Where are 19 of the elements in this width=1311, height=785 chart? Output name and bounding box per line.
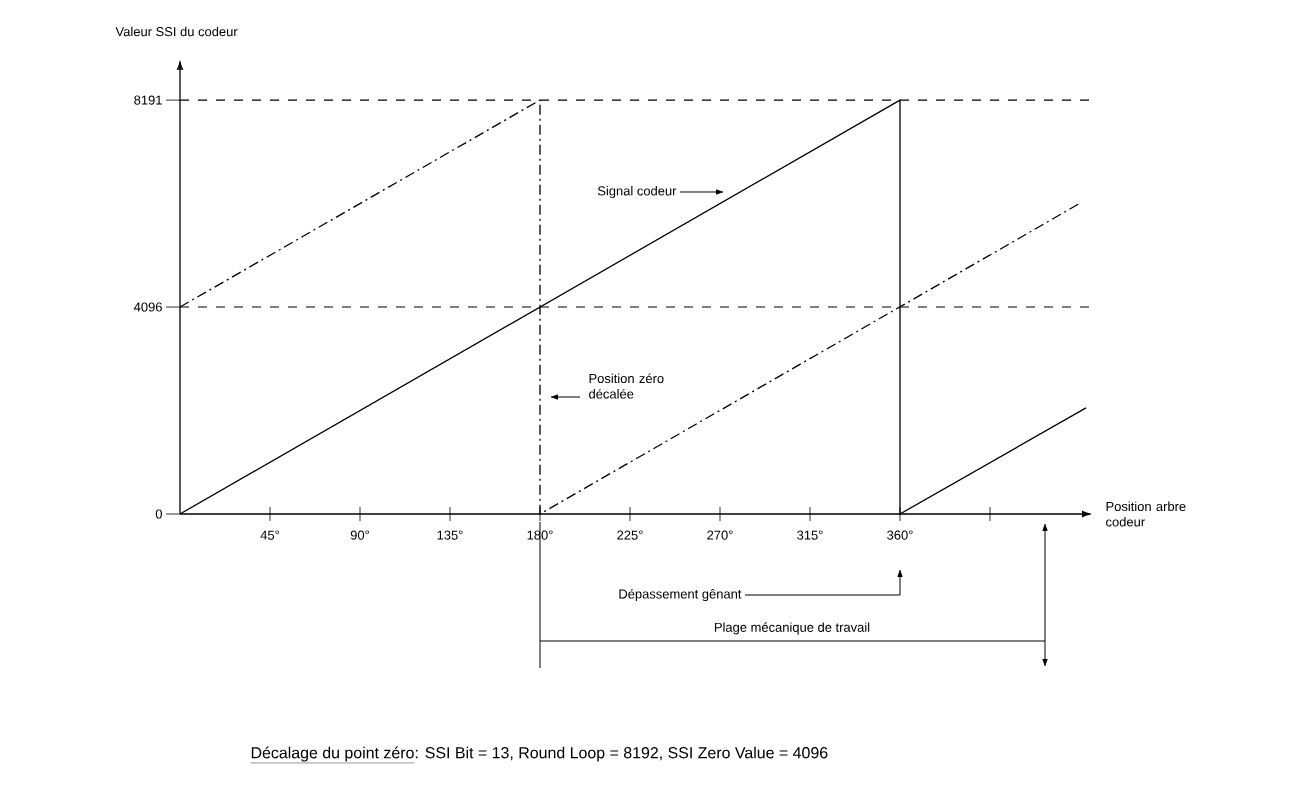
x-tick-label: 90°: [350, 530, 370, 540]
text: Décalage du point zéro: [251, 746, 414, 762]
x-tick-label: 135°: [437, 530, 463, 540]
annotation: Position zéro décalée: [589, 373, 664, 399]
x-tick-label: 270°: [707, 530, 733, 540]
x-tick-label: 45°: [260, 530, 280, 540]
annotation: Signal codeur: [597, 185, 677, 199]
x-tick-label: 315°: [797, 530, 823, 540]
x-axis-title: Position arbre codeur: [1106, 501, 1186, 527]
text: Plage mécanique de travail: [714, 622, 870, 635]
y-tick-label: 8191: [134, 95, 162, 105]
x-tick-label: 180°: [527, 530, 553, 540]
y-axis-title: Valeur SSI du codeur: [115, 26, 238, 37]
text: : SSI Bit = 13, Round Loop = 8192, SSI Zero Value = 4096: [415, 746, 828, 762]
y-tick-label: 4096: [133, 302, 162, 312]
text: Dépassement gênant: [619, 588, 742, 602]
x-tick-label: 360°: [887, 530, 913, 540]
y-tick-label: 0: [155, 509, 162, 519]
x-tick-label: 225°: [617, 530, 643, 540]
